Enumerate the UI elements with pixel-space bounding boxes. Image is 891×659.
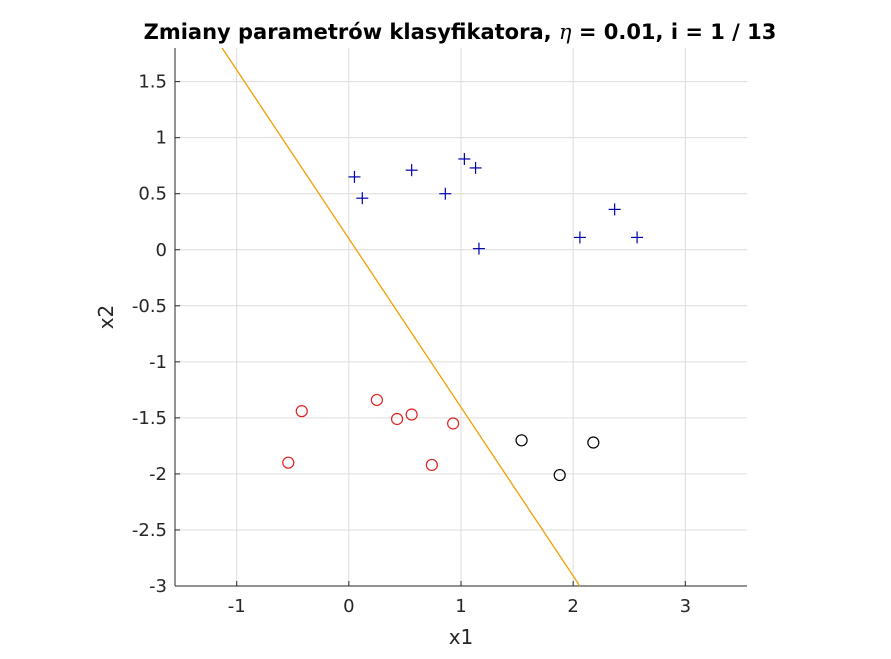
plus-marker [348,170,361,183]
decision-boundary-line [221,47,581,587]
y-tick-label: 0.5 [138,184,167,205]
plus-marker [608,203,621,216]
y-axis-label: x2 [94,305,118,330]
data-points-layer [282,152,644,482]
plus-marker [356,192,369,205]
x-tick-label: 1 [455,596,466,617]
circle-marker [295,405,308,418]
plus-marker [405,164,418,177]
y-tick-label: -0.5 [132,296,167,317]
decision-boundary-layer [221,47,581,587]
circle-marker [553,468,566,482]
y-tick-label: 0 [156,240,167,261]
y-tick-label: -1.5 [132,408,167,429]
y-tick-label: 1 [156,128,167,149]
plus-marker [458,152,471,165]
plus-marker [469,161,482,174]
x-tick-label: 2 [567,596,578,617]
y-tick-label: -3 [149,576,167,597]
grid-lines [175,48,747,587]
circle-marker [370,393,383,407]
plus-marker [472,242,485,255]
y-tick-label: -2 [149,464,167,485]
circle-marker [425,458,438,472]
x-ticks: -1 0 1 2 3 [228,581,691,617]
y-tick-label: 1.5 [138,72,167,93]
circle-marker [587,436,600,449]
circle-marker [515,434,528,447]
chart-title: Zmiany parametrów klasyfikatora, η = 0.0… [144,20,777,44]
circle-marker [390,412,404,426]
circle-marker [282,456,295,469]
x-tick-label: 3 [680,596,691,617]
x-tick-label: -1 [228,596,246,617]
plus-marker [439,187,452,200]
circle-marker [405,408,418,421]
y-ticks: 1.5 1 0.5 0 -0.5 -1 -1.5 -2 -2.5 -3 [132,72,180,597]
x-tick-label: 0 [343,596,354,617]
plus-marker [631,231,644,244]
plus-marker [573,231,586,244]
x-axis-label: x1 [449,625,474,649]
circle-marker [447,417,460,430]
y-tick-label: -2.5 [132,520,167,541]
y-tick-label: -1 [149,352,167,373]
